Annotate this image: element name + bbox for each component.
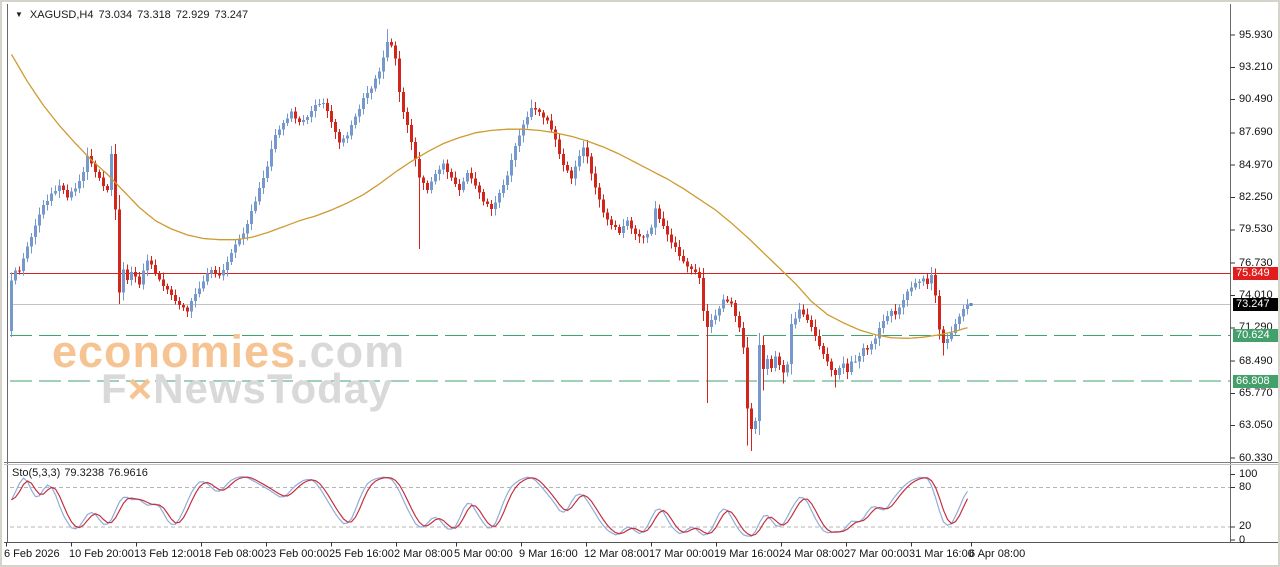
time-axis-label: 6 Feb 2026 — [4, 548, 60, 560]
time-axis-label: 5 Mar 00:00 — [454, 548, 513, 560]
stochastic-axis-label: 20 — [1239, 520, 1252, 532]
time-axis-label: 13 Feb 12:00 — [134, 548, 199, 560]
ma-line — [10, 54, 968, 339]
stochastic-d-value: 76.9616 — [108, 467, 148, 479]
time-axis-label: 23 Feb 00:00 — [264, 548, 329, 560]
time-axis-label: 31 Mar 16:00 — [909, 548, 974, 560]
stochastic-k-line — [10, 476, 969, 537]
time-axis-label: 6 Apr 08:00 — [969, 548, 1026, 560]
time-axis-label: 19 Mar 16:00 — [714, 548, 779, 560]
time-axis-label: 17 Mar 00:00 — [649, 548, 714, 560]
price-tag-support-2: 66.808 — [1233, 375, 1278, 388]
price-axis-label: 84.970 — [1239, 159, 1273, 171]
stochastic-d-line — [11, 476, 969, 537]
stochastic-label: Sto(5,3,3) — [12, 467, 61, 479]
stochastic-k-value: 79.3238 — [64, 467, 105, 479]
last-price-marker — [969, 303, 973, 306]
price-axis-label: 82.250 — [1239, 191, 1273, 203]
candles-layer — [10, 28, 973, 451]
horizontal-levels — [10, 273, 1231, 382]
price-axis-label: 79.530 — [1239, 223, 1273, 235]
ohlc-close: 73.247 — [214, 9, 249, 21]
time-axis-label: 24 Mar 08:00 — [779, 548, 844, 560]
price-tag-resistance: 75.849 — [1233, 267, 1278, 280]
time-axis-label: 10 Feb 20:00 — [69, 548, 134, 560]
watermark-domain: .com — [296, 326, 406, 377]
stochastic-header: Sto(5,3,3) 79.3238 76.9616 — [12, 467, 152, 479]
stochastic-axis-label: 80 — [1239, 481, 1252, 493]
symbol-dropdown-icon[interactable]: ▼ — [15, 10, 23, 19]
price-axis-label: 76.730 — [1239, 257, 1273, 269]
watermark-economies: economies.com — [52, 329, 405, 374]
ohlc-low: 72.929 — [175, 9, 210, 21]
ohlc-header: ▼ XAGUSD,H4 73.034 73.318 72.929 73.247 — [15, 9, 248, 21]
price-axis-label: 65.770 — [1239, 387, 1273, 399]
time-axis-label: 2 Mar 08:00 — [394, 548, 453, 560]
stochastic-axis-label: 100 — [1239, 468, 1258, 480]
time-axis-label: 27 Mar 00:00 — [844, 548, 909, 560]
stochastic-lines — [10, 476, 1231, 537]
time-axis-label: 12 Mar 08:00 — [584, 548, 649, 560]
price-axis-label: 68.490 — [1239, 355, 1273, 367]
price-axis-label: 60.330 — [1239, 452, 1273, 464]
price-axis-label: 63.050 — [1239, 419, 1273, 431]
ohlc-high: 73.318 — [137, 9, 171, 21]
watermark-fxnewstoday: F×NewsToday — [101, 365, 393, 412]
time-axis-label: 18 Feb 08:00 — [199, 548, 264, 560]
time-axis-label: 25 Feb 16:00 — [329, 548, 394, 560]
chart-frame — [4, 4, 1278, 543]
price-axis-label: 87.690 — [1239, 126, 1273, 138]
price-tag-support-1: 70.624 — [1233, 329, 1278, 342]
price-tag-current-price: 73.247 — [1233, 298, 1278, 311]
watermark-brand: economies — [52, 326, 297, 377]
time-axis-label: 9 Mar 16:00 — [519, 548, 578, 560]
ohlc-open: 73.034 — [98, 9, 133, 21]
price-axis-label: 90.490 — [1239, 93, 1273, 105]
symbol-timeframe: XAGUSD,H4 — [29, 9, 94, 21]
watermark-x-glyph: × — [127, 365, 154, 412]
price-axis-label: 93.210 — [1239, 61, 1273, 73]
axis-ticks — [6, 34, 1235, 547]
stochastic-axis-label: 0 — [1239, 534, 1246, 546]
price-axis-label: 95.930 — [1239, 29, 1273, 41]
